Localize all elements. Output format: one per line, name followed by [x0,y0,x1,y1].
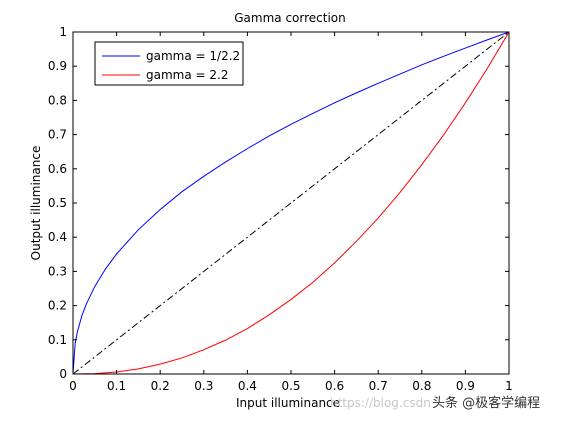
legend-box [94,41,244,86]
watermark-text: 头条 @极客学编程 [432,395,540,411]
y-tick-label-1: 0.1 [48,333,67,347]
legend: gamma = 1/2.2 gamma = 2.2 [94,41,244,86]
x-tick-label-2: 0.2 [151,379,170,393]
x-ticks: 0 0.1 0.2 0.3 0.4 0.5 0.6 0.7 0.8 0.9 1 [69,32,513,393]
series-layer [72,31,510,375]
y-tick-label-0: 0 [59,367,67,381]
legend-label-gamma: gamma = 2.2 [146,68,228,82]
x-tick-label-10: 1 [505,379,513,393]
watermark-faint-url: https://blog.csdn [330,396,431,410]
x-axis-label: Input illuminance [236,396,340,410]
chart-title: Gamma correction [234,11,346,25]
legend-label-gamma-inv: gamma = 1/2.2 [146,49,240,63]
y-tick-label-4: 0.4 [48,230,67,244]
x-tick-label-1: 0.1 [107,379,126,393]
y-tick-label-8: 0.8 [48,93,67,107]
x-tick-label-3: 0.3 [194,379,213,393]
y-ticks: 0 0.1 0.2 0.3 0.4 0.5 0.6 0.7 0.8 0.9 1 [48,25,509,381]
y-tick-label-10: 1 [59,25,67,39]
x-tick-label-7: 0.7 [369,379,388,393]
x-tick-label-4: 0.4 [238,379,257,393]
x-tick-label-9: 0.9 [456,379,475,393]
series-line-2 [72,31,510,375]
x-tick-label-6: 0.6 [325,379,344,393]
y-tick-label-9: 0.9 [48,59,67,73]
series-line-0 [72,31,510,375]
x-tick-label-8: 0.8 [412,379,431,393]
y-tick-label-6: 0.6 [48,162,67,176]
x-tick-label-5: 0.5 [281,379,300,393]
y-tick-label-3: 0.3 [48,264,67,278]
y-tick-label-5: 0.5 [48,196,67,210]
x-tick-label-0: 0 [69,379,77,393]
y-tick-label-2: 0.2 [48,299,67,313]
series-line-1 [72,31,510,375]
y-axis-label: Output illuminance [29,146,43,261]
y-tick-label-7: 0.7 [48,128,67,142]
